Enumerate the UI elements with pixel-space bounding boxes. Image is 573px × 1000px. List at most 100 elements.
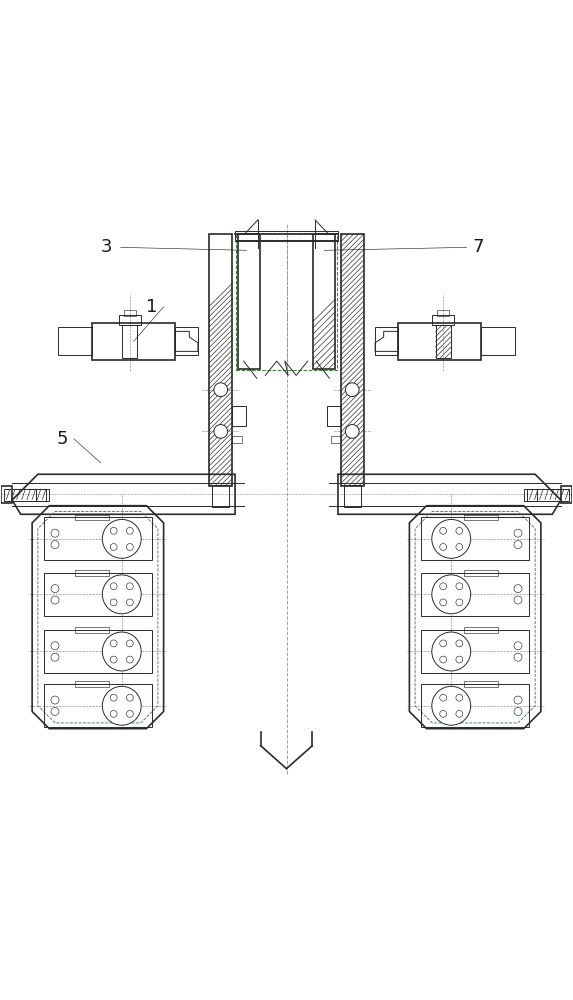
- Circle shape: [127, 710, 134, 717]
- Bar: [119, 315, 141, 325]
- Circle shape: [456, 583, 463, 590]
- Bar: [561, 486, 572, 503]
- Circle shape: [456, 544, 463, 550]
- Bar: [238, 234, 260, 369]
- Circle shape: [514, 541, 522, 549]
- Bar: [3, 489, 46, 501]
- Bar: [123, 325, 138, 358]
- Bar: [1, 486, 12, 503]
- Bar: [75, 627, 109, 633]
- Bar: [435, 325, 450, 358]
- Circle shape: [103, 575, 141, 614]
- Bar: [44, 573, 152, 616]
- Bar: [44, 517, 152, 560]
- Bar: [464, 515, 498, 520]
- Circle shape: [127, 583, 134, 590]
- Circle shape: [439, 710, 446, 717]
- Bar: [44, 684, 152, 727]
- Bar: [212, 485, 229, 507]
- Circle shape: [456, 527, 463, 534]
- Bar: [175, 327, 198, 355]
- Text: 1: 1: [147, 298, 158, 316]
- Bar: [58, 327, 92, 355]
- Circle shape: [127, 544, 134, 550]
- Bar: [421, 517, 529, 560]
- Circle shape: [51, 585, 59, 593]
- Circle shape: [432, 632, 470, 671]
- Bar: [464, 570, 498, 576]
- Bar: [331, 436, 341, 443]
- Bar: [344, 485, 361, 507]
- Text: 3: 3: [101, 238, 112, 256]
- Circle shape: [456, 656, 463, 663]
- Circle shape: [110, 599, 117, 606]
- Circle shape: [514, 642, 522, 650]
- Bar: [36, 489, 49, 501]
- Bar: [313, 234, 335, 369]
- Circle shape: [110, 694, 117, 701]
- Circle shape: [514, 653, 522, 661]
- Circle shape: [456, 710, 463, 717]
- Circle shape: [346, 383, 359, 397]
- Circle shape: [439, 640, 446, 647]
- Circle shape: [432, 575, 470, 614]
- Circle shape: [110, 583, 117, 590]
- Circle shape: [103, 686, 141, 725]
- Circle shape: [514, 707, 522, 715]
- Bar: [481, 327, 515, 355]
- Circle shape: [214, 425, 227, 438]
- Bar: [124, 310, 136, 316]
- Bar: [421, 684, 529, 727]
- Circle shape: [51, 541, 59, 549]
- Bar: [75, 515, 109, 520]
- Circle shape: [127, 656, 134, 663]
- Circle shape: [439, 583, 446, 590]
- Circle shape: [127, 599, 134, 606]
- Circle shape: [432, 686, 470, 725]
- Bar: [464, 627, 498, 633]
- Circle shape: [514, 585, 522, 593]
- Circle shape: [51, 696, 59, 704]
- Circle shape: [346, 425, 359, 438]
- Circle shape: [110, 656, 117, 663]
- Circle shape: [51, 529, 59, 537]
- Bar: [464, 681, 498, 687]
- Circle shape: [514, 596, 522, 604]
- Bar: [421, 573, 529, 616]
- Bar: [327, 406, 341, 426]
- Bar: [44, 630, 152, 673]
- Circle shape: [127, 694, 134, 701]
- Circle shape: [110, 640, 117, 647]
- Bar: [235, 231, 338, 240]
- Bar: [75, 681, 109, 687]
- Circle shape: [103, 632, 141, 671]
- Circle shape: [127, 640, 134, 647]
- Circle shape: [456, 640, 463, 647]
- Circle shape: [439, 527, 446, 534]
- Bar: [232, 406, 246, 426]
- Circle shape: [456, 694, 463, 701]
- Bar: [421, 630, 529, 673]
- Bar: [375, 327, 398, 355]
- Text: 7: 7: [472, 238, 484, 256]
- Bar: [437, 310, 449, 316]
- Circle shape: [51, 642, 59, 650]
- Circle shape: [214, 383, 227, 397]
- Circle shape: [439, 694, 446, 701]
- Circle shape: [514, 529, 522, 537]
- Bar: [527, 489, 570, 501]
- Circle shape: [51, 596, 59, 604]
- Bar: [432, 315, 454, 325]
- Circle shape: [439, 599, 446, 606]
- Bar: [398, 323, 481, 360]
- Bar: [209, 234, 232, 486]
- Bar: [232, 436, 242, 443]
- Circle shape: [103, 519, 141, 558]
- Circle shape: [514, 696, 522, 704]
- Circle shape: [51, 653, 59, 661]
- Bar: [236, 233, 337, 370]
- Text: 5: 5: [57, 430, 68, 448]
- Circle shape: [432, 519, 470, 558]
- Circle shape: [51, 707, 59, 715]
- Circle shape: [456, 599, 463, 606]
